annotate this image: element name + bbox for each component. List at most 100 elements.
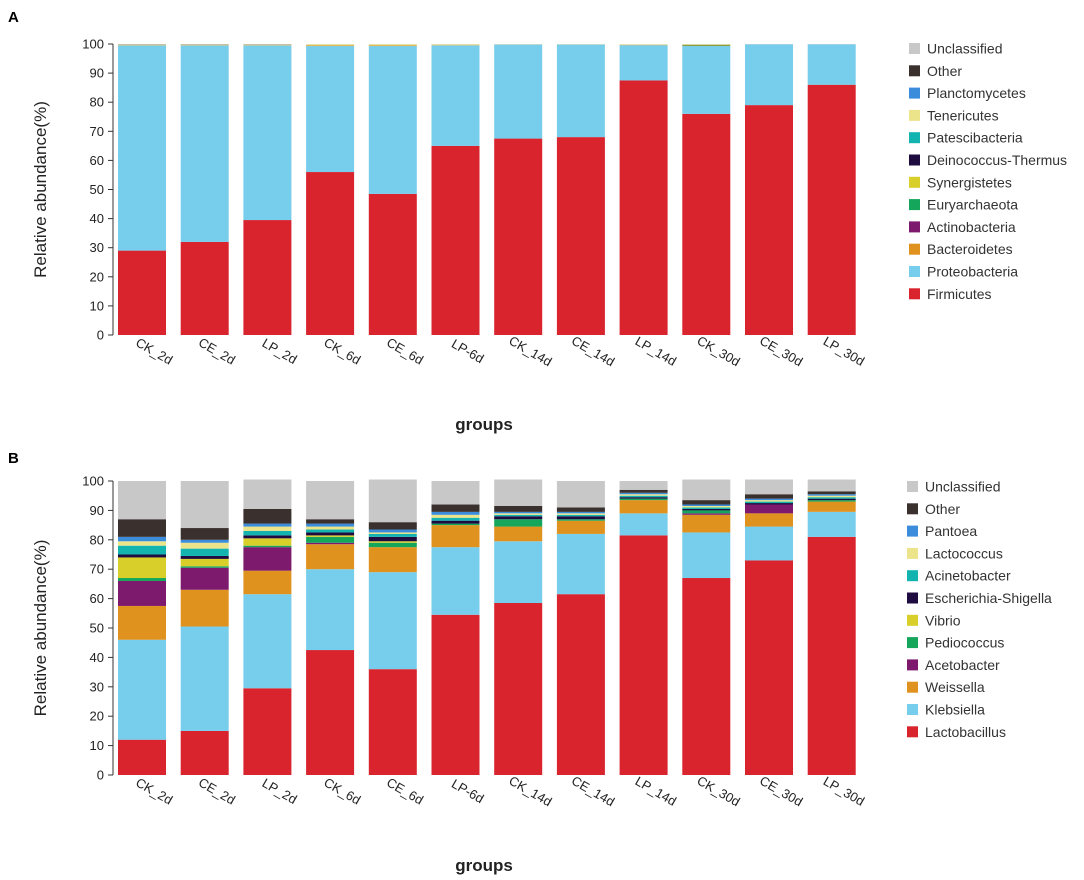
legend-label: Acetobacter	[925, 657, 1000, 673]
legend-label: Proteobacteria	[927, 264, 1018, 280]
bar-segment	[118, 739, 166, 775]
legend-label: Unclassified	[927, 41, 1002, 57]
y-tick-label: 30	[90, 240, 104, 255]
bar-segment	[807, 491, 856, 495]
x-tick-label: LP_14d	[633, 333, 679, 368]
bar-segment	[243, 44, 292, 46]
bar-segment	[368, 572, 417, 670]
bar-segment	[556, 44, 605, 138]
bar-segment	[368, 45, 417, 47]
bar-segment	[556, 514, 605, 517]
bar-segment	[619, 495, 668, 498]
bar-segment	[118, 580, 166, 606]
bar-segment	[180, 539, 229, 543]
bar-segment	[556, 481, 605, 508]
bar-segment	[807, 495, 856, 498]
bar-segment	[243, 688, 292, 775]
legend-label: Acinetobacter	[925, 568, 1011, 584]
bar-segment	[556, 519, 605, 521]
panel-label: B	[8, 450, 19, 467]
bar-segment	[180, 528, 229, 540]
y-tick-label: 90	[90, 503, 104, 518]
bar-segment	[306, 172, 355, 335]
x-tick-label: CK_30d	[694, 773, 742, 809]
x-tick-label: CK_30d	[694, 333, 742, 369]
bar-segment	[431, 520, 480, 524]
x-axis-title: groups	[455, 856, 513, 875]
legend-swatch	[909, 132, 920, 144]
bar-segment	[118, 545, 166, 555]
bar-segment	[745, 498, 793, 501]
legend-label: Patescibacteria	[927, 130, 1023, 146]
bar-segment	[494, 519, 543, 527]
y-tick-label: 50	[90, 182, 104, 197]
bar-segment	[118, 639, 166, 740]
bar-segment	[368, 536, 417, 542]
bar-segment	[619, 45, 668, 81]
bar-segment	[431, 547, 480, 615]
bar-segment	[180, 555, 229, 559]
bar-segment	[619, 513, 668, 536]
legend-swatch	[907, 525, 918, 537]
y-axis-title: Relative abundance(%)	[31, 540, 50, 717]
bar-segment	[368, 479, 417, 523]
bar-segment	[243, 479, 292, 509]
legend-swatch	[907, 570, 918, 582]
bar-segment	[368, 541, 417, 543]
legend-label: Other	[925, 501, 960, 517]
bar-segment	[118, 45, 166, 251]
y-tick-label: 70	[90, 562, 104, 577]
bar-segment	[494, 514, 543, 517]
bar-segment	[745, 504, 793, 514]
bar-segment	[368, 669, 417, 775]
bar-segment	[118, 541, 166, 546]
legend-swatch	[909, 109, 920, 121]
bar-segment	[619, 481, 668, 490]
bar-segment	[807, 536, 856, 775]
bar-segment	[431, 504, 480, 512]
y-tick-label: 40	[90, 211, 104, 226]
bar-segment	[180, 44, 229, 46]
bar-segment	[745, 560, 793, 775]
bar-segment	[745, 494, 793, 499]
y-tick-label: 10	[90, 738, 104, 753]
legend-swatch	[907, 637, 918, 649]
y-tick-label: 0	[97, 768, 104, 783]
legend-swatch	[909, 87, 920, 99]
x-tick-label: LP_2d	[260, 335, 300, 367]
legend-swatch	[909, 266, 920, 277]
bar-segment	[306, 650, 355, 775]
legend-swatch	[907, 659, 918, 671]
bar-segment	[556, 511, 605, 514]
bar-segment	[807, 500, 856, 502]
legend-label: Unclassified	[925, 479, 1000, 495]
bar-segment	[306, 481, 355, 520]
legend-label: Firmicutes	[927, 286, 992, 302]
legend-swatch	[907, 592, 918, 604]
bar-segment	[745, 503, 793, 505]
bar-segment	[306, 529, 355, 533]
legend-swatch	[907, 726, 918, 738]
y-tick-label: 90	[90, 66, 104, 81]
bar-segment	[494, 138, 543, 335]
bar-segment	[431, 145, 480, 335]
bar-segment	[368, 532, 417, 534]
bar-segment	[807, 479, 856, 492]
bar-segment	[243, 45, 292, 221]
y-tick-label: 40	[90, 650, 104, 665]
bar-segment	[619, 535, 668, 775]
bar-segment	[619, 500, 668, 514]
bar-segment	[682, 45, 731, 47]
bar-segment	[180, 481, 229, 529]
bar-segment	[807, 498, 856, 501]
x-tick-label: CE_14d	[569, 773, 617, 809]
bar-segment	[494, 513, 543, 515]
legend-label: Lactococcus	[925, 545, 1003, 561]
bar-segment	[494, 511, 543, 514]
bar-segment	[431, 517, 480, 521]
x-tick-label: CK_14d	[506, 773, 554, 809]
bar-segment	[619, 494, 668, 496]
bar-segment	[745, 105, 793, 335]
